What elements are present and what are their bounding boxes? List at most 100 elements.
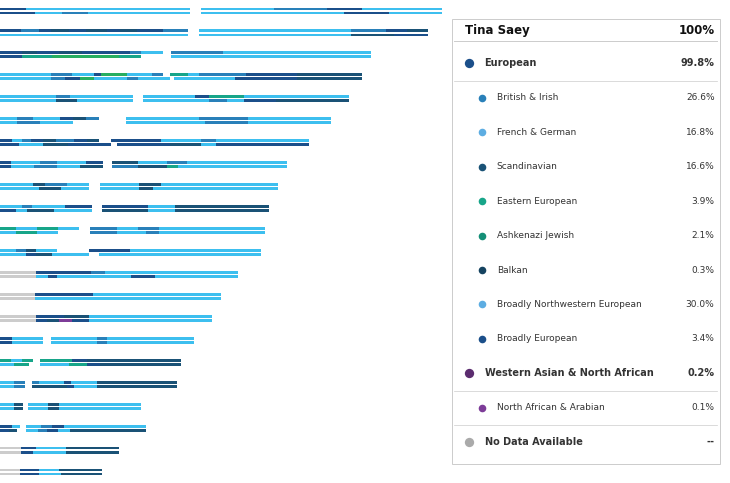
Bar bbox=[22, 56, 52, 58]
Text: 26.6%: 26.6% bbox=[686, 93, 715, 102]
Text: North African & Arabian: North African & Arabian bbox=[497, 403, 604, 412]
Bar bbox=[12, 425, 20, 427]
Bar bbox=[35, 297, 93, 300]
Bar bbox=[71, 381, 97, 384]
Bar bbox=[201, 12, 345, 14]
Bar bbox=[57, 275, 91, 278]
Bar bbox=[39, 187, 61, 190]
Bar bbox=[93, 297, 128, 300]
Bar bbox=[362, 8, 442, 10]
Bar bbox=[148, 205, 175, 208]
Bar bbox=[66, 451, 119, 454]
Bar bbox=[41, 425, 53, 427]
Bar bbox=[163, 29, 188, 32]
Bar bbox=[54, 209, 91, 212]
Bar bbox=[0, 227, 16, 230]
Bar bbox=[126, 121, 205, 124]
Bar bbox=[50, 337, 97, 340]
Bar bbox=[161, 139, 201, 142]
Text: Western Asian & North African: Western Asian & North African bbox=[485, 369, 653, 378]
Bar bbox=[40, 359, 72, 362]
Bar bbox=[65, 205, 91, 208]
Bar bbox=[99, 363, 181, 366]
Bar bbox=[201, 8, 274, 10]
Bar bbox=[59, 469, 101, 471]
Text: British & Irish: British & Irish bbox=[497, 93, 558, 102]
Text: 0.3%: 0.3% bbox=[691, 266, 715, 274]
Bar bbox=[55, 95, 70, 98]
Bar bbox=[86, 117, 99, 120]
Bar bbox=[100, 187, 139, 190]
Text: --: -- bbox=[707, 437, 715, 447]
Bar bbox=[187, 161, 287, 164]
Bar bbox=[20, 469, 39, 471]
Bar bbox=[59, 403, 142, 406]
Bar bbox=[34, 451, 66, 454]
Bar bbox=[43, 139, 55, 142]
Bar bbox=[16, 209, 27, 212]
Bar bbox=[148, 209, 175, 212]
Bar bbox=[312, 56, 371, 58]
Bar bbox=[22, 139, 31, 142]
Bar bbox=[36, 315, 64, 318]
Text: 30.0%: 30.0% bbox=[685, 300, 715, 309]
Bar bbox=[0, 297, 35, 300]
Bar bbox=[61, 473, 101, 475]
Bar bbox=[210, 99, 227, 102]
Bar bbox=[93, 293, 128, 296]
Bar bbox=[175, 183, 278, 186]
Bar bbox=[0, 121, 17, 124]
Bar bbox=[0, 231, 16, 234]
Bar bbox=[143, 99, 210, 102]
Bar bbox=[0, 95, 55, 98]
Bar bbox=[21, 447, 36, 450]
Bar bbox=[15, 249, 26, 252]
Bar bbox=[297, 77, 362, 80]
Bar bbox=[28, 403, 48, 406]
Text: Eastern European: Eastern European bbox=[497, 197, 577, 206]
Bar bbox=[146, 231, 159, 234]
Bar bbox=[112, 165, 138, 168]
Bar bbox=[64, 425, 146, 427]
Bar bbox=[138, 227, 159, 230]
Bar bbox=[68, 143, 111, 146]
Bar bbox=[12, 161, 40, 164]
Bar bbox=[31, 139, 43, 142]
Bar bbox=[27, 209, 54, 212]
Bar bbox=[126, 117, 199, 120]
Bar bbox=[245, 95, 276, 98]
Bar bbox=[174, 77, 235, 80]
Bar bbox=[87, 363, 99, 366]
Bar bbox=[0, 315, 36, 318]
Bar bbox=[199, 33, 351, 36]
Bar bbox=[248, 117, 331, 120]
Bar bbox=[187, 165, 287, 168]
Bar bbox=[32, 205, 65, 208]
Bar bbox=[72, 319, 89, 322]
Bar bbox=[12, 341, 43, 344]
Bar bbox=[154, 253, 261, 256]
Bar bbox=[74, 385, 97, 388]
Point bbox=[476, 163, 488, 170]
Bar bbox=[58, 161, 86, 164]
Bar bbox=[89, 319, 123, 322]
Bar bbox=[117, 231, 146, 234]
Bar bbox=[199, 29, 351, 32]
Bar bbox=[12, 337, 43, 340]
Bar bbox=[69, 29, 85, 32]
Bar bbox=[297, 73, 362, 76]
Bar bbox=[138, 77, 170, 80]
Bar bbox=[34, 183, 45, 186]
Bar bbox=[16, 227, 37, 230]
Bar bbox=[0, 451, 21, 454]
Bar bbox=[52, 253, 88, 256]
Bar bbox=[65, 77, 80, 80]
Bar bbox=[178, 165, 187, 168]
Bar bbox=[82, 51, 130, 54]
Point bbox=[476, 128, 488, 136]
Bar bbox=[34, 165, 58, 168]
Bar bbox=[0, 381, 14, 384]
Bar bbox=[72, 73, 94, 76]
Bar bbox=[199, 117, 248, 120]
Bar bbox=[0, 447, 21, 450]
